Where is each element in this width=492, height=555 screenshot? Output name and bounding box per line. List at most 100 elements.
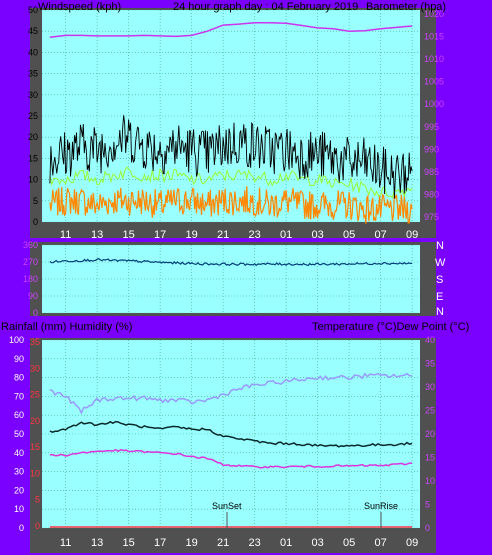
- rain-tick-label: 35: [30, 337, 40, 347]
- x-tick-label: 01: [280, 537, 292, 549]
- x-tick-label: 15: [123, 537, 135, 549]
- rain-tick-label: 10: [30, 468, 40, 478]
- temperature-tick-label: 20: [425, 429, 435, 439]
- temperature-tick-label: 40: [425, 335, 435, 345]
- x-tick-label: 03: [312, 229, 324, 241]
- wind-tick-label: 20: [28, 132, 38, 142]
- direction-tick-label: 180: [23, 274, 38, 284]
- wind-tick-label: 35: [28, 69, 38, 79]
- dew-point-line: [49, 448, 413, 469]
- x-tick-label: 23: [249, 537, 261, 549]
- x-tick-label: 13: [91, 229, 103, 241]
- barometer-label: Barometer (hpa): [366, 1, 446, 13]
- x-tick-label: 07: [375, 537, 387, 549]
- x-tick-label: 11: [60, 229, 71, 241]
- wind-grid: [42, 9, 420, 223]
- barometer-y-axis: 975 980 985 990 995 1000 1005 1010 1015 1020: [424, 9, 444, 222]
- humidity-tick-label: 80: [14, 373, 24, 383]
- x-tick-label: 21: [217, 229, 229, 241]
- x-tick-label: 23: [249, 229, 261, 241]
- compass-labels: N W S E N: [435, 240, 446, 318]
- x-tick-label: 05: [343, 537, 355, 549]
- humidity-tick-label: 40: [14, 448, 24, 458]
- barometer-tick-label: 1015: [424, 32, 444, 42]
- wind-tick-label: 30: [28, 90, 38, 100]
- rain-tick-label: 5: [35, 495, 40, 505]
- barometer-line: [49, 21, 413, 39]
- humidity-tick-label: 100: [9, 335, 24, 345]
- humidity-tick-label: 90: [14, 354, 24, 364]
- x-tick-label: 05: [343, 229, 355, 241]
- wind-average-line: [49, 166, 413, 199]
- temp-dew-label: Temperature (°C)Dew Point (°C): [312, 321, 469, 333]
- barometer-tick-label: 990: [424, 144, 439, 154]
- direction-grid: [42, 244, 420, 314]
- x-tick-label: 09: [406, 229, 418, 241]
- direction-series: [49, 258, 413, 267]
- wind-x-axis: 11 13 15 17 19 21 23 01 03 05 07 09: [60, 229, 418, 241]
- wind-tick-label: 25: [28, 111, 38, 121]
- wind-series: [49, 21, 413, 224]
- temperature-tick-label: 0: [425, 523, 430, 533]
- humidity-tick-label: 10: [14, 504, 24, 514]
- wind-tick-label: 15: [28, 153, 38, 163]
- temperature-y-axis: 0 5 10 15 20 25 30 35 40: [425, 335, 435, 533]
- wind-speed-line: [49, 115, 413, 199]
- humidity-tick-label: 50: [14, 429, 24, 439]
- x-tick-label: 09: [406, 537, 418, 549]
- sunset-label: SunSet: [212, 501, 242, 511]
- compass-e: E: [436, 291, 443, 303]
- x-tick-label: 17: [154, 537, 166, 549]
- x-tick-label: 03: [312, 537, 324, 549]
- barometer-tick-label: 1010: [424, 54, 444, 64]
- rain-humidity-label: Rainfall (mm) Humidity (%): [1, 321, 132, 333]
- humidity-tick-label: 20: [14, 485, 24, 495]
- temperature-tick-label: 5: [425, 500, 430, 510]
- wind-tick-label: 50: [28, 5, 38, 15]
- barometer-tick-label: 995: [424, 122, 439, 132]
- x-tick-label: 19: [186, 229, 198, 241]
- humidity-y-axis: 0 10 20 30 40 50 60 70 80 90 100: [9, 335, 24, 533]
- x-tick-label: 01: [280, 229, 292, 241]
- rain-tick-label: 15: [30, 442, 40, 452]
- temperature-tick-label: 35: [425, 359, 435, 369]
- humidity-tick-label: 60: [14, 410, 24, 420]
- wind-tick-label: 40: [28, 47, 38, 57]
- x-tick-label: 21: [217, 537, 229, 549]
- x-tick-label: 15: [123, 229, 135, 241]
- wind-tick-label: 0: [33, 217, 38, 227]
- humidity-tick-label: 70: [14, 391, 24, 401]
- barometer-tick-label: 1005: [424, 77, 444, 87]
- direction-tick-label: 0: [33, 308, 38, 318]
- humidity-tick-label: 0: [19, 523, 24, 533]
- temperature-line: [49, 420, 413, 448]
- temperature-tick-label: 25: [425, 406, 435, 416]
- rain-tick-label: 20: [30, 416, 40, 426]
- wind-direction-line: [49, 258, 413, 267]
- temp-grid: [42, 339, 420, 529]
- wind-low-line: [49, 186, 413, 224]
- direction-y-axis: 0 90 180 270 360: [23, 240, 38, 318]
- direction-tick-label: 90: [28, 291, 38, 301]
- direction-tick-label: 270: [23, 257, 38, 267]
- temperature-tick-label: 15: [425, 453, 435, 463]
- x-tick-label: 19: [186, 537, 198, 549]
- temperature-tick-label: 30: [425, 382, 435, 392]
- rain-y-axis: 0 5 10 15 20 25 30 35: [30, 337, 40, 531]
- graph-title: 24 hour graph day : 04 February 2019: [173, 1, 358, 13]
- barometer-tick-label: 980: [424, 189, 439, 199]
- compass-s: S: [436, 274, 443, 286]
- rain-tick-label: 25: [30, 390, 40, 400]
- wind-tick-label: 5: [33, 196, 38, 206]
- wind-tick-label: 45: [28, 26, 38, 36]
- temperature-tick-label: 10: [425, 476, 435, 486]
- compass-n-top: N: [436, 240, 444, 252]
- wind-y-axis: 0 5 10 15 20 25 30 35 40 45 50: [28, 5, 38, 227]
- humidity-tick-label: 30: [14, 467, 24, 477]
- direction-tick-label: 360: [23, 240, 38, 250]
- x-tick-label: 17: [154, 229, 166, 241]
- barometer-tick-label: 1000: [424, 99, 444, 109]
- humidity-line: [49, 372, 413, 415]
- compass-n-bottom: N: [436, 306, 444, 318]
